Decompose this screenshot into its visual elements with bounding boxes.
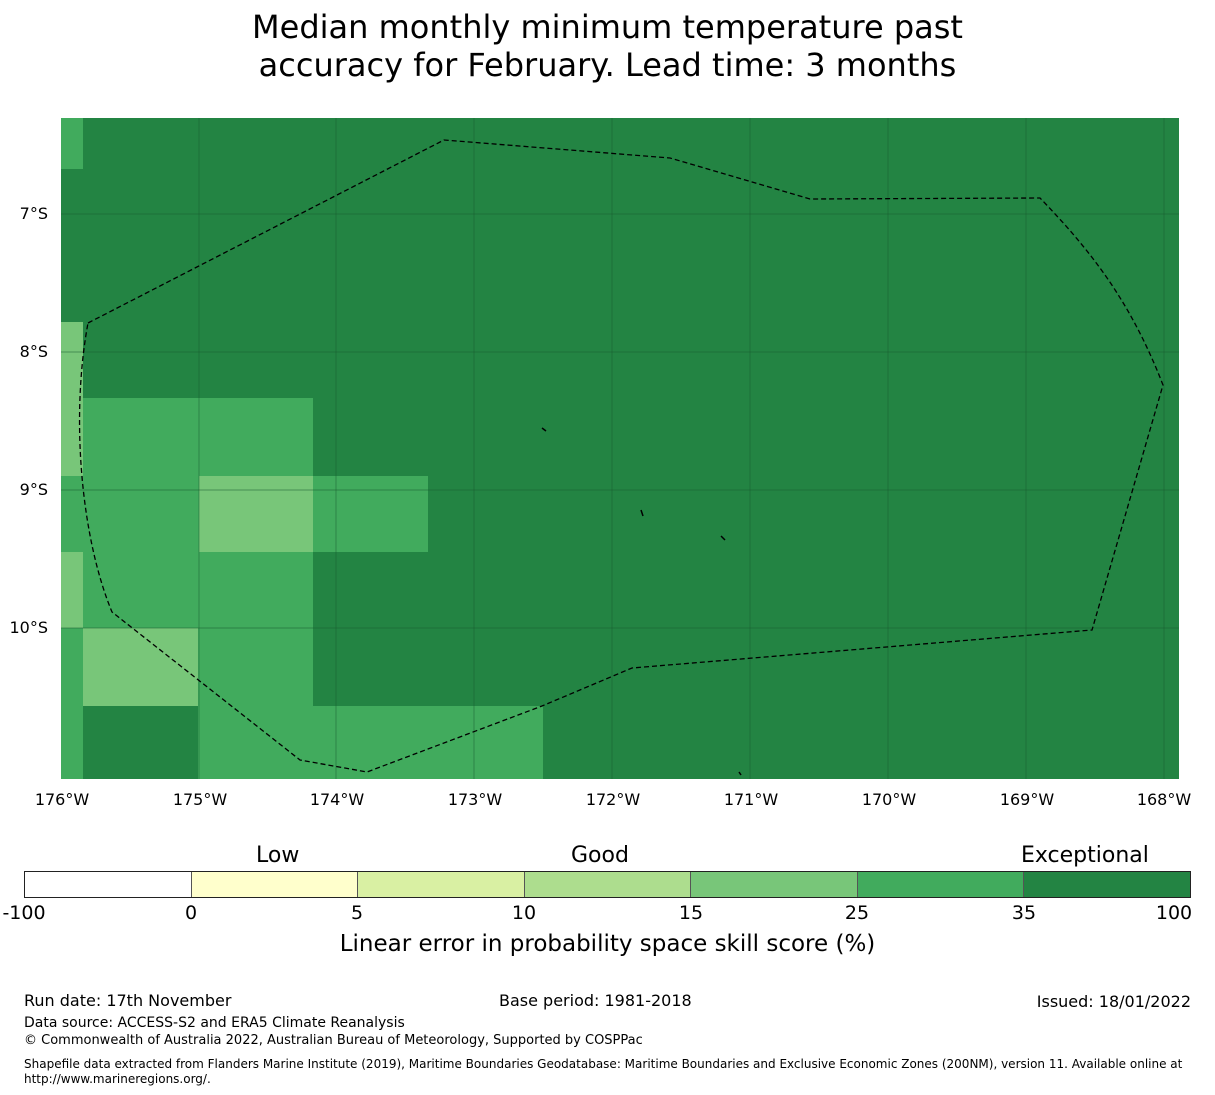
- grid-cell: [199, 476, 313, 552]
- colorbar-tick: -100: [2, 902, 46, 924]
- skill-score-map: [61, 118, 1179, 779]
- legend-category-good: Good: [571, 843, 629, 868]
- colorbar: [24, 871, 1191, 898]
- grid-cell: [198, 628, 313, 706]
- colorbar-segment: [191, 872, 359, 897]
- lat-label-8s: 8°S: [19, 342, 48, 361]
- grid-cell: [83, 552, 313, 628]
- legend-category-exceptional: Exceptional: [1021, 843, 1149, 868]
- legend-category-low: Low: [256, 843, 300, 868]
- graticule: [61, 118, 1179, 779]
- lat-label-9s: 9°S: [19, 480, 48, 499]
- colorbar-tick: 25: [844, 902, 870, 924]
- run-date: Run date: 17th November: [24, 991, 232, 1010]
- island-4: [738, 771, 742, 776]
- grid-cell: [61, 398, 83, 476]
- map-panel: 7°S 8°S 9°S 10°S 176°W 175°W 174°W 173°W…: [9, 118, 1192, 809]
- grid-cell: [61, 628, 83, 779]
- data-source: Data source: ACCESS-S2 and ERA5 Climate …: [24, 1015, 405, 1031]
- colorbar-tick: 0: [184, 902, 198, 924]
- grid-cell: [61, 476, 199, 552]
- map-title: Median monthly minimum temperature past …: [0, 8, 1215, 84]
- lon-label-175w: 175°W: [172, 790, 228, 809]
- title-line-1: Median monthly minimum temperature past: [252, 8, 963, 46]
- grid-cell: [61, 552, 83, 628]
- lon-label-174w: 174°W: [309, 790, 365, 809]
- colorbar-label: Linear error in probability space skill …: [339, 931, 876, 957]
- lat-label-10s: 10°S: [9, 618, 48, 637]
- colorbar-segment: [358, 872, 525, 897]
- island-3: [720, 535, 726, 541]
- colorbar-tick: 100: [1155, 902, 1193, 924]
- lat-label-7s: 7°S: [19, 204, 48, 223]
- shapefile-note: Shapefile data extracted from Flanders M…: [24, 1057, 1183, 1086]
- grid-cell: [83, 706, 198, 779]
- grid-cell: [61, 322, 83, 398]
- skill-cells: [61, 118, 1179, 779]
- lon-label-172w: 172°W: [585, 790, 641, 809]
- colorbar-tick: 15: [678, 902, 704, 924]
- lon-label-173w: 173°W: [447, 790, 503, 809]
- lon-label-169w: 169°W: [999, 790, 1055, 809]
- colorbar-segment: [25, 872, 192, 897]
- colorbar-tick: 5: [350, 902, 364, 924]
- base-period: Base period: 1981-2018: [499, 991, 692, 1010]
- grid-cell: [61, 118, 83, 169]
- title-line-2: accuracy for February. Lead time: 3 mont…: [258, 46, 957, 84]
- colorbar-segment: [1024, 872, 1191, 897]
- lon-label-170w: 170°W: [861, 790, 917, 809]
- colorbar-tick: 35: [1011, 902, 1037, 924]
- colorbar-segment: [857, 872, 1025, 897]
- copyright: © Commonwealth of Australia 2022, Austra…: [24, 1033, 643, 1048]
- grid-cell: [313, 476, 428, 552]
- colorbar-tick: 10: [511, 902, 537, 924]
- colorbar-segment: [691, 872, 858, 897]
- island-2: [640, 509, 644, 517]
- lon-label-171w: 171°W: [723, 790, 779, 809]
- grid-cell: [198, 706, 543, 779]
- grid-cell: [83, 398, 313, 476]
- island-1: [541, 427, 547, 432]
- colorbar-segment: [524, 872, 692, 897]
- lon-label-176w: 176°W: [34, 790, 90, 809]
- grid-cell: [83, 628, 198, 706]
- eez-boundary: [78, 139, 1164, 773]
- lon-label-168w: 168°W: [1136, 790, 1192, 809]
- issued-date: Issued: 18/01/2022: [1036, 992, 1191, 1011]
